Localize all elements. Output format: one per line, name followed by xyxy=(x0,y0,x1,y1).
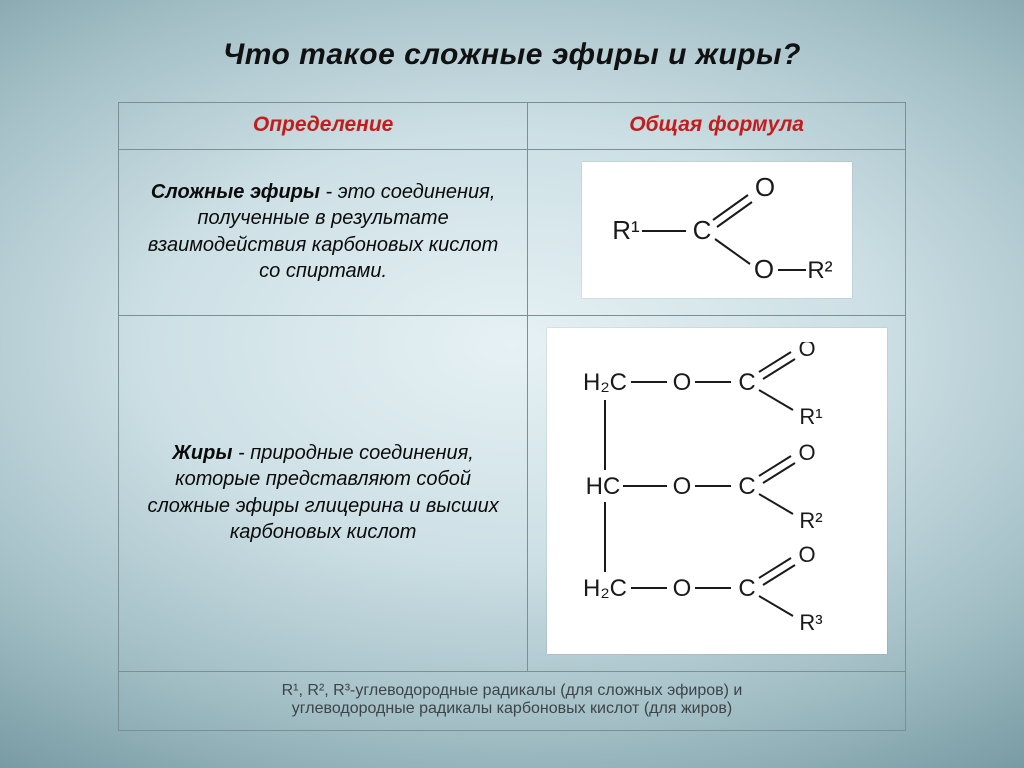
label-Od-top: O xyxy=(798,342,815,361)
ester-formula-svg: R¹ C O O R² xyxy=(602,176,832,286)
label-C: C xyxy=(692,215,711,245)
label-HC-mid: HC xyxy=(585,473,620,500)
label-Od-bot: O xyxy=(798,542,815,567)
label-R1-fat: R¹ xyxy=(799,404,822,429)
footnote-line-2: углеводородные радикалы карбоновых кисло… xyxy=(127,700,897,718)
label-R1: R¹ xyxy=(612,215,640,245)
footnote-cell: R¹, R², R³-углеводородные радикалы (для … xyxy=(119,672,906,731)
label-O-double: O xyxy=(754,176,774,202)
label-H2C-top: H₂C xyxy=(583,369,627,396)
fat-formula-box: H₂C O C O R¹ HC xyxy=(547,328,887,654)
label-R2-fat: R² xyxy=(799,508,822,533)
fats-formula-cell: H₂C O C O R¹ HC xyxy=(528,316,906,672)
fats-term: Жиры xyxy=(172,442,232,464)
footnote-line-1: R¹, R², R³-углеводородные радикалы (для … xyxy=(127,682,897,700)
row-fats: Жиры - природные соединения, которые пре… xyxy=(119,316,906,672)
esters-formula-cell: R¹ C O O R² xyxy=(528,150,906,316)
label-Od-mid: O xyxy=(798,440,815,465)
definition-table: Определение Общая формула Сложные эфиры … xyxy=(118,102,906,731)
label-O-bot: O xyxy=(672,575,691,602)
label-C-mid: C xyxy=(738,473,755,500)
header-formula: Общая формула xyxy=(528,103,906,150)
table-header-row: Определение Общая формула xyxy=(119,103,906,150)
label-O-single: O xyxy=(753,254,773,284)
esters-definition-cell: Сложные эфиры - это соединения, полученн… xyxy=(119,150,528,316)
fats-definition-cell: Жиры - природные соединения, которые пре… xyxy=(119,316,528,672)
label-O-mid: O xyxy=(672,473,691,500)
label-O-top: O xyxy=(672,369,691,396)
footnote-row: R¹, R², R³-углеводородные радикалы (для … xyxy=(119,672,906,731)
label-C-bot: C xyxy=(738,575,755,602)
header-definition: Определение xyxy=(119,103,528,150)
label-H2C-bot: H₂C xyxy=(583,575,627,602)
label-R3-fat: R³ xyxy=(799,610,822,635)
page-title: Что такое сложные эфиры и жиры? xyxy=(0,38,1024,72)
esters-term: Сложные эфиры xyxy=(151,181,320,203)
fat-formula-svg: H₂C O C O R¹ HC xyxy=(567,342,867,642)
ester-formula-box: R¹ C O O R² xyxy=(582,162,852,298)
row-esters: Сложные эфиры - это соединения, полученн… xyxy=(119,150,906,316)
label-R2: R² xyxy=(807,257,832,284)
label-C-top: C xyxy=(738,369,755,396)
